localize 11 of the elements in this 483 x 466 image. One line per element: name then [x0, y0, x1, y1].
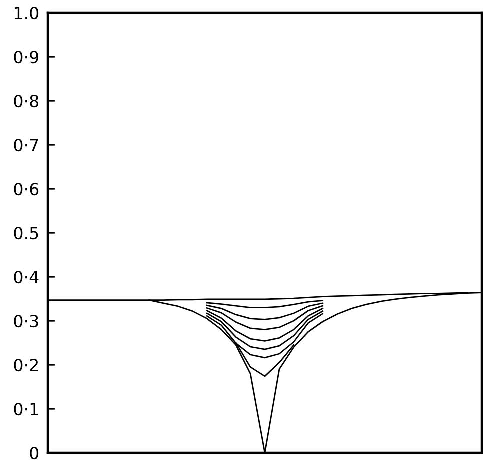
- y-tick-label: 0.5: [14, 226, 38, 240]
- y-tick-label: 0·3: [14, 314, 38, 328]
- y-tick-label: 0·7: [14, 138, 38, 152]
- y-tick-label: 0·8: [14, 94, 39, 108]
- y-tick-label: 0·1: [14, 402, 38, 416]
- y-tick-label: 0: [30, 446, 39, 460]
- y-tick-label: 0·4: [14, 270, 39, 284]
- y-tick-label: 0·6: [14, 182, 39, 196]
- y-tick-label: 0·2: [14, 358, 38, 372]
- y-tick-label: 0·9: [14, 50, 38, 64]
- y-tick-label: 1.0: [14, 6, 39, 20]
